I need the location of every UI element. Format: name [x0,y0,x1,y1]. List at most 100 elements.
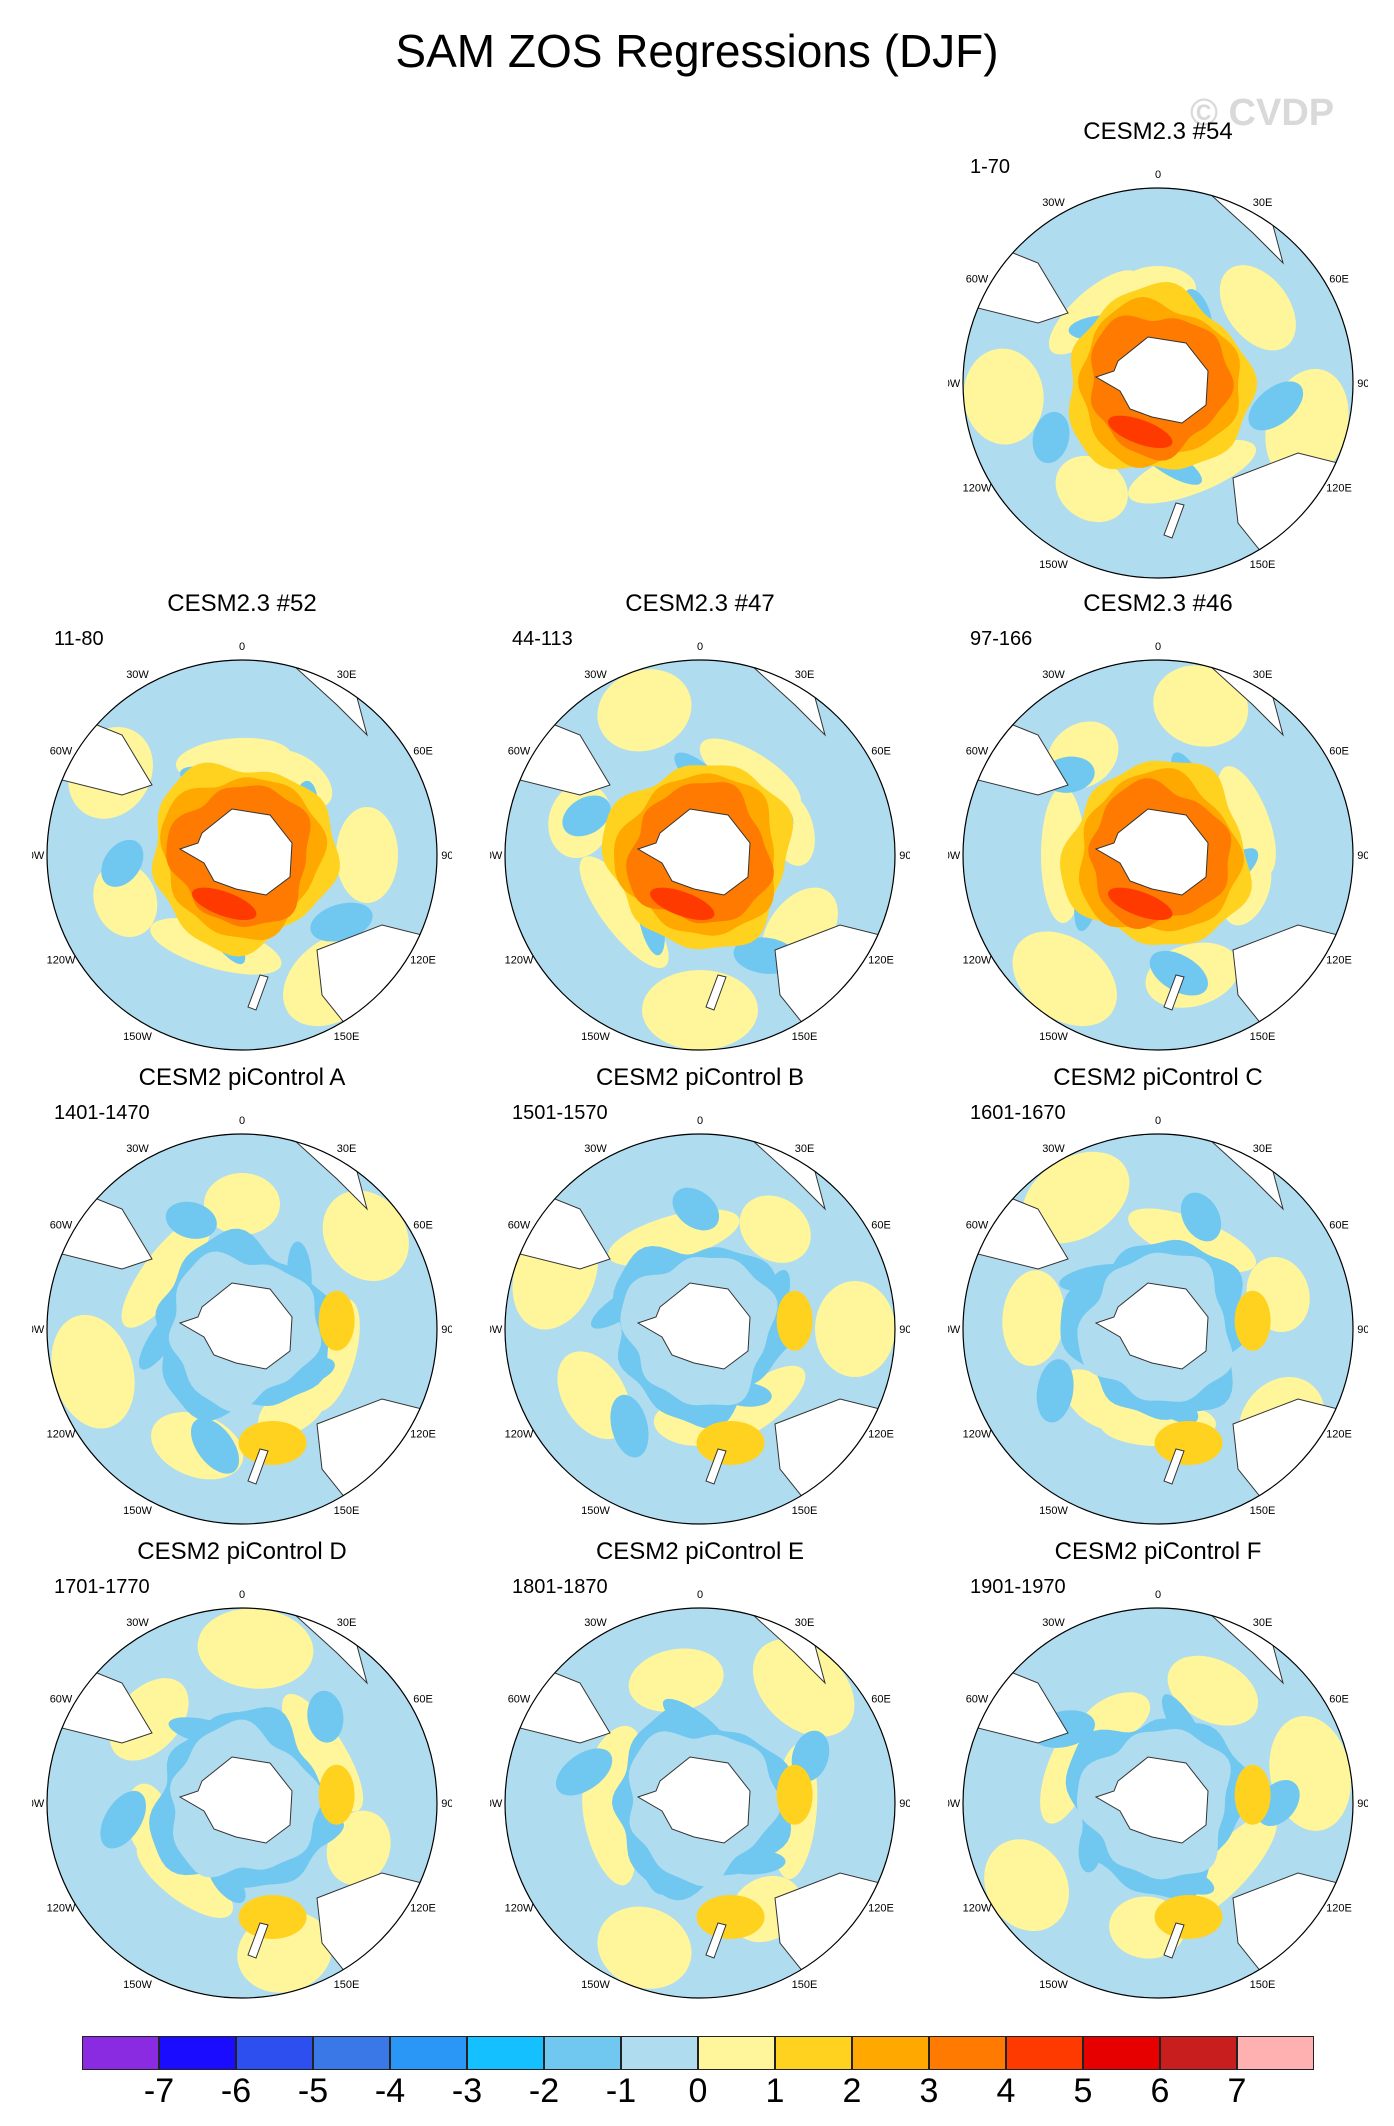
colorbar-bin [544,2036,621,2070]
negative-anomaly-patch [672,1187,720,1231]
negative-anomaly-patch [100,1790,146,1849]
australia-landmass [774,1872,895,1994]
longitude-label: 180 [233,1533,251,1534]
longitude-label: 90W [948,1798,961,1810]
longitude-label: 150W [123,1031,152,1043]
longitude-label: 150W [581,1031,610,1043]
longitude-label: 180 [1149,1059,1167,1060]
longitude-label: 60W [50,746,73,758]
negative-anomaly-patch [562,795,611,837]
antarctica-landmass [1094,808,1209,896]
polar-map: 0 30E 60E 90E 120E 150E 180 150W 120W 90W 60W 30W [32,641,452,1060]
colorbar-bin [236,2036,313,2070]
panel-years: 97-166 [970,628,1033,650]
longitude-label: 150W [581,1979,610,1991]
longitude-label: 120E [410,1429,436,1441]
new-zealand-landmass [705,974,727,1011]
antarctica-landmass [178,1756,293,1844]
positive-anomaly-patch [1055,455,1128,523]
colorbar-tick-label: -7 [143,2072,175,2110]
longitude-label: 180 [691,1533,709,1534]
longitude-label: 120W [505,1903,534,1915]
panel-years: 1801-1870 [512,1576,608,1598]
colorbar-bin [82,2036,159,2070]
longitude-label: 150E [1250,1979,1276,1991]
longitude-label: 120E [868,1903,894,1915]
positive-anomaly-patch [642,970,758,1050]
colorbar [82,2036,1314,2076]
positive-anomaly-patch [1167,1655,1259,1726]
australia-landmass [1232,924,1353,1046]
colorbar-tick-label: -5 [297,2072,329,2110]
colorbar-bin [467,2036,544,2070]
new-zealand-landmass [1163,1922,1185,1959]
longitude-label: 120W [963,955,992,967]
negative-anomaly-patch [307,1690,344,1743]
colorbar-tick-label: 1 [765,2072,785,2110]
anomaly-patch-orange [1154,1894,1223,1939]
australia-landmass [1232,452,1353,574]
map-panel-3: 0 30E 60E 90E 120E 150E 180 150W 120W 90W 60W 30W C… [490,590,910,1060]
positive-anomaly-patch [752,1638,855,1737]
positive-anomaly-patch [1219,265,1296,351]
polar-map: 0 30E 60E 90E 120E 150E 180 150W 120W 90W 60W 30W [490,641,910,1060]
map-panel-8: 0 30E 60E 90E 120E 150E 180 150W 120W 90W 60W 30W C… [32,1538,452,2008]
colorbar-bin [1237,2036,1314,2070]
longitude-label: 120W [963,1429,992,1441]
longitude-label: 30W [584,669,607,681]
anomaly-patch-orange [238,1894,307,1939]
panel-title: CESM2 piControl C [1053,1064,1263,1091]
longitude-label: 60E [413,1220,433,1232]
panel-years: 1601-1670 [970,1102,1066,1124]
colorbar-tick-label: 7 [1227,2072,1247,2110]
longitude-label: 150E [792,1031,818,1043]
longitude-label: 120W [505,955,534,967]
colorbar-tick-label: 5 [1073,2072,1093,2110]
longitude-label: 120E [410,1903,436,1915]
new-zealand-landmass [705,1922,727,1959]
longitude-label: 90W [948,1324,961,1336]
longitude-label: 60W [50,1220,73,1232]
anomaly-patch-orange [696,1420,765,1465]
panel-title: CESM2 piControl B [595,1064,805,1091]
longitude-label: 150E [334,1979,360,1991]
longitude-label: 120E [1326,955,1352,967]
longitude-label: 0 [1155,641,1161,653]
colorbar-tick-label: -6 [220,2072,252,2110]
longitude-label: 0 [239,1115,245,1127]
longitude-label: 60W [508,1220,531,1232]
longitude-label: 120E [868,1429,894,1441]
positive-anomaly-patch [1153,665,1249,747]
polar-map: 0 30E 60E 90E 120E 150E 180 150W 120W 90W 60W 30W [32,1115,452,1534]
longitude-label: 120W [47,955,76,967]
longitude-label: 90E [441,1798,452,1810]
anomaly-peak [1108,415,1173,449]
positive-anomaly-patch [628,1648,724,1713]
colorbar-bin [929,2036,1006,2070]
longitude-label: 150W [123,1979,152,1991]
longitude-label: 30W [1042,197,1065,209]
positive-anomaly-patch [322,1190,409,1281]
longitude-label: 90W [32,1798,45,1810]
longitude-label: 150W [1039,1505,1068,1517]
longitude-label: 150E [792,1505,818,1517]
longitude-label: 0 [239,641,245,653]
positive-anomaly-patch [1217,766,1276,876]
colorbar-bin [1083,2036,1160,2070]
colorbar-tick-label: 6 [1150,2072,1170,2110]
longitude-label: 120W [963,483,992,495]
colorbar-tick-label: -4 [374,2072,406,2110]
longitude-label: 90W [490,850,503,862]
map-boundary [504,1133,896,1525]
colorbar-bin [390,2036,467,2070]
anomaly-patch-orange [696,1894,765,1939]
map-panel-2: 0 30E 60E 90E 120E 150E 180 150W 120W 90W 60W 30W C… [32,590,452,1060]
longitude-label: 30W [1042,669,1065,681]
map-boundary [962,659,1354,1051]
longitude-label: 30E [337,669,357,681]
positive-anomaly-patch [197,1608,314,1689]
positive-anomaly-patch [739,1195,811,1263]
panel-years: 44-113 [512,628,573,650]
longitude-label: 90E [899,1324,910,1336]
negative-anomaly-patch [1032,411,1070,464]
